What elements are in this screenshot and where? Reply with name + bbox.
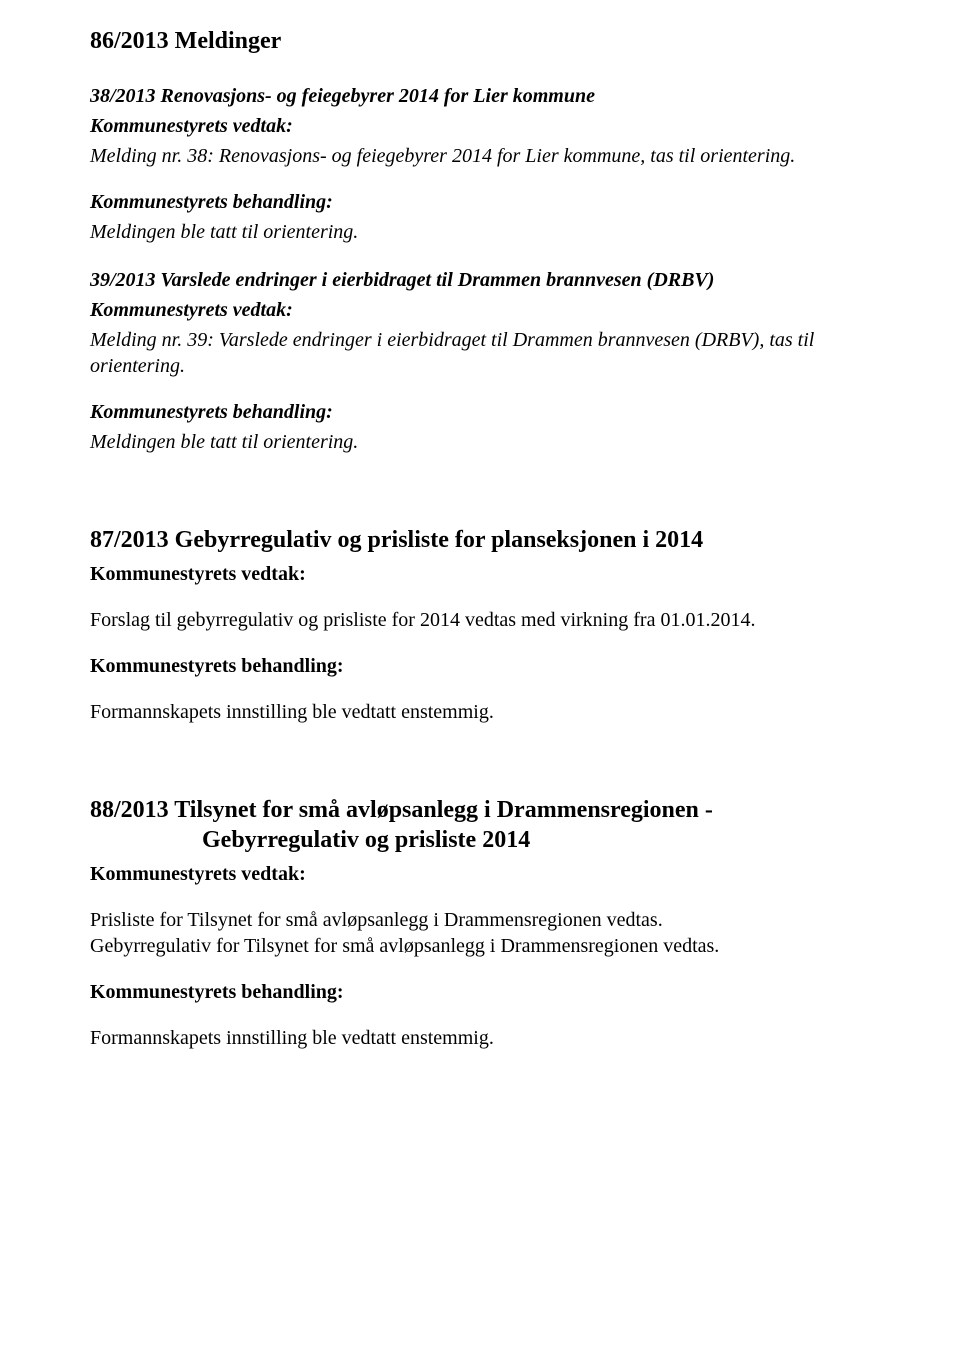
section-88-title: 88/2013 Tilsynet for små avløpsanlegg i … (90, 795, 870, 855)
sec87-vedtak-label: Kommunestyrets vedtak: (90, 561, 870, 587)
section-87: 87/2013 Gebyrregulativ og prisliste for … (90, 525, 870, 725)
sub38-heading: 38/2013 Renovasjons- og feiegebyrer 2014… (90, 83, 870, 109)
sub39-heading: 39/2013 Varslede endringer i eierbidrage… (90, 267, 870, 293)
sec87-vedtak-body: Forslag til gebyrregulativ og prisliste … (90, 607, 870, 633)
section-88: 88/2013 Tilsynet for små avløpsanlegg i … (90, 795, 870, 1051)
sec88-behandling-label: Kommunestyrets behandling: (90, 979, 870, 1005)
section-87-title: 87/2013 Gebyrregulativ og prisliste for … (90, 525, 870, 555)
section-86: 86/2013 Meldinger 38/2013 Renovasjons- o… (90, 28, 870, 455)
sec87-behandling-label: Kommunestyrets behandling: (90, 653, 870, 679)
sec88-vedtak-label: Kommunestyrets vedtak: (90, 861, 870, 887)
sub38-behandling-body: Meldingen ble tatt til orientering. (90, 219, 870, 245)
sub38-behandling-label: Kommunestyrets behandling: (90, 189, 870, 215)
sub39-melding: Melding nr. 39: Varslede endringer i eie… (90, 327, 870, 379)
subsection-39: 39/2013 Varslede endringer i eierbidrage… (90, 267, 870, 455)
sec88-title-line1: 88/2013 Tilsynet for små avløpsanlegg i … (90, 797, 713, 823)
sub39-behandling-body: Meldingen ble tatt til orientering. (90, 429, 870, 455)
sec88-title-line2: Gebyrregulativ og prisliste 2014 (90, 825, 870, 855)
sub39-behandling-label: Kommunestyrets behandling: (90, 399, 870, 425)
sec87-behandling-body: Formannskapets innstilling ble vedtatt e… (90, 699, 870, 725)
section-86-title: 86/2013 Meldinger (90, 28, 870, 55)
subsection-38: 38/2013 Renovasjons- og feiegebyrer 2014… (90, 83, 870, 245)
sec88-vedtak-body-1: Prisliste for Tilsynet for små avløpsanl… (90, 907, 870, 933)
sec88-behandling-body: Formannskapets innstilling ble vedtatt e… (90, 1025, 870, 1051)
sub38-vedtak-label: Kommunestyrets vedtak: (90, 113, 870, 139)
sub38-melding: Melding nr. 38: Renovasjons- og feiegeby… (90, 143, 870, 169)
sec88-vedtak-body-2: Gebyrregulativ for Tilsynet for små avlø… (90, 933, 870, 959)
spacer (90, 479, 870, 525)
spacer-2 (90, 749, 870, 795)
sub39-vedtak-label: Kommunestyrets vedtak: (90, 297, 870, 323)
